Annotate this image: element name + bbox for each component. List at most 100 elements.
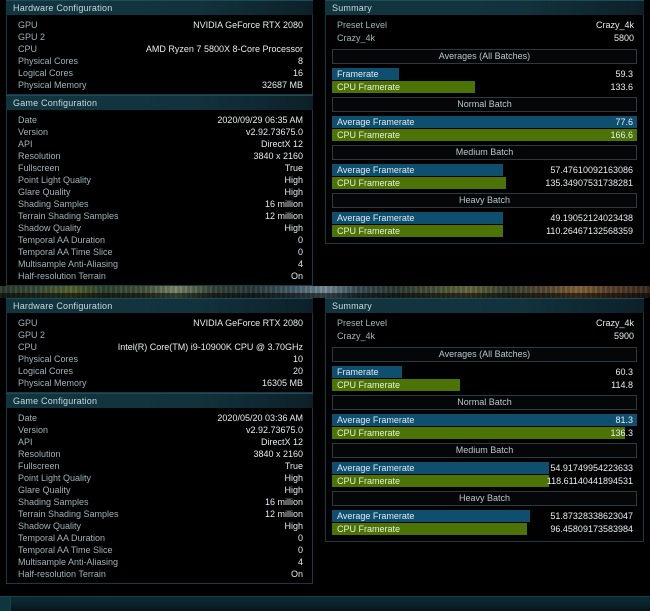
config-row: Half-resolution Terrain On (7, 568, 312, 580)
preset-level-row: Preset Level Crazy_4k (326, 19, 643, 32)
config-row: Version v2.92.73675.0 (7, 424, 312, 436)
config-row: Physical Cores 10 (7, 353, 312, 365)
config-row-key: Physical Cores (18, 56, 79, 66)
metric-bar: CPU Framerate 96.45809173583984 (332, 523, 637, 535)
config-row-value: 0 (297, 545, 303, 555)
config-row-key: CPU (18, 342, 38, 352)
batch-header: Normal Batch (332, 97, 637, 112)
config-row-value: High (284, 473, 303, 483)
metric-bar-fill (332, 462, 549, 474)
config-row-key: Multisample Anti-Aliasing (18, 259, 119, 269)
config-row-key: Date (18, 115, 38, 125)
metric-bar: Framerate 60.3 (332, 366, 637, 378)
left-column-1: Hardware Configuration GPU NVIDIA GeForce … (0, 0, 319, 286)
config-row: Logical Cores 20 (7, 365, 312, 377)
config-row-value: 12 million (264, 211, 303, 221)
config-row-value: 2020/09/29 06:35 AM (217, 115, 303, 125)
config-row: Date 2020/05/20 03:36 AM (7, 412, 312, 424)
config-row: Version v2.92.73675.0 (7, 126, 312, 138)
config-row: Multisample Anti-Aliasing 4 (7, 556, 312, 568)
config-row: CPU AMD Ryzen 7 5800X 8-Core Processor (7, 43, 312, 55)
panel-body-hardware-1: GPU NVIDIA GeForce RTX 2080 GPU 2 CPU Intel(… (6, 313, 313, 393)
config-row-value: DirectX 12 (260, 437, 303, 447)
metric-bar-fill (332, 212, 503, 224)
config-row-key: Resolution (18, 449, 61, 459)
config-row: Logical Cores 16 (7, 67, 312, 79)
config-row-key: Fullscreen (18, 163, 60, 173)
config-row: Temporal AA Duration 0 (7, 532, 312, 544)
preset-level-row: Preset Level Crazy_4k (326, 317, 643, 330)
metric-bar: Average Framerate 57.47610092163086 (332, 164, 637, 176)
config-row: Terrain Shading Samples 12 million (7, 210, 312, 222)
batch-header: Averages (All Batches) (332, 49, 637, 64)
score-label: Crazy_4k (337, 331, 376, 341)
panel-header-hardware-1: Hardware Configuration (6, 298, 313, 313)
config-row-key: Physical Cores (18, 354, 79, 364)
score-row: Crazy_4k 5800 (326, 32, 643, 45)
config-row-value: True (284, 461, 303, 471)
metric-bar-fill (332, 225, 503, 237)
config-row-key: Point Light Quality (18, 175, 92, 185)
config-row-key: Terrain Shading Samples (18, 509, 119, 519)
config-row-key: API (18, 139, 33, 149)
config-row: API DirectX 12 (7, 436, 312, 448)
config-row-key: Temporal AA Duration (18, 235, 106, 245)
metric-bar-fill (332, 68, 400, 80)
metric-bar-fill (332, 164, 503, 176)
config-row-value: v2.92.73675.0 (245, 425, 303, 435)
status-bar-tab[interactable] (0, 597, 11, 611)
config-row-value: High (284, 223, 303, 233)
panel-body-game-0: Date 2020/09/29 06:35 AM Version v2.92.7367… (6, 110, 313, 286)
metric-bar-label: CPU Framerate (337, 380, 401, 390)
config-row: API DirectX 12 (7, 138, 312, 150)
config-row: GPU NVIDIA GeForce RTX 2080 (7, 19, 312, 31)
metric-bar: Average Framerate 77.6 (332, 116, 637, 128)
config-row: Multisample Anti-Aliasing 4 (7, 258, 312, 270)
config-row: Fullscreen True (7, 460, 312, 472)
config-row: Glare Quality High (7, 186, 312, 198)
config-row-value: 3840 x 2160 (253, 449, 303, 459)
config-row-value: High (284, 187, 303, 197)
config-row-value: True (284, 163, 303, 173)
metric-bar: Framerate 59.3 (332, 68, 637, 80)
config-row-key: Multisample Anti-Aliasing (18, 557, 119, 567)
config-row-value: On (290, 271, 303, 281)
metric-bar-value: 51.87328338623047 (550, 511, 633, 521)
metric-bar-label: Average Framerate (337, 117, 415, 127)
panel-hardware-1: Hardware Configuration GPU NVIDIA GeForce … (6, 298, 313, 393)
batch-header: Normal Batch (332, 395, 637, 410)
config-row: Shading Samples 16 million (7, 496, 312, 508)
panel-body-game-1: Date 2020/05/20 03:36 AM Version v2.92.7367… (6, 408, 313, 584)
panel-summary-1: Summary Preset Level Crazy_4k Crazy_4k 5900 A… (325, 298, 644, 542)
metric-bar-value: 54.91749954223633 (550, 463, 633, 473)
config-row-value: DirectX 12 (260, 139, 303, 149)
config-row-value: 0 (297, 533, 303, 543)
metric-bar: Average Framerate 51.87328338623047 (332, 510, 637, 522)
metric-bar-fill (332, 523, 528, 535)
config-row: Temporal AA Time Slice 0 (7, 246, 312, 258)
metric-bar-label: Average Framerate (337, 463, 415, 473)
config-row-value: On (290, 569, 303, 579)
metric-bar-fill (332, 366, 403, 378)
config-row-value: NVIDIA GeForce RTX 2080 (193, 318, 303, 328)
metric-bar-fill (332, 81, 476, 93)
config-row-value: 32687 MB (261, 80, 303, 90)
config-row-key: Fullscreen (18, 461, 60, 471)
metric-bar-value: 77.6 (615, 117, 633, 127)
metric-bar-label: CPU Framerate (337, 428, 401, 438)
metric-bar-label: Framerate (337, 367, 379, 377)
config-row: CPU Intel(R) Core(TM) i9-10900K CPU @ 3.7… (7, 341, 312, 353)
config-row: Fullscreen True (7, 162, 312, 174)
config-row-key: Version (18, 127, 49, 137)
config-row: Point Light Quality High (7, 472, 312, 484)
config-row-value: 3840 x 2160 (253, 151, 303, 161)
config-row-value: 10 (292, 354, 303, 364)
metric-bar-value: 81.3 (615, 415, 633, 425)
metric-bar-value: 166.6 (610, 130, 633, 140)
bottom-status-bar (0, 596, 650, 611)
config-row-value: High (284, 521, 303, 531)
metric-bar: Average Framerate 81.3 (332, 414, 637, 426)
benchmark-result-1: Hardware Configuration GPU NVIDIA GeForce … (0, 0, 650, 286)
config-row: Shadow Quality High (7, 222, 312, 234)
